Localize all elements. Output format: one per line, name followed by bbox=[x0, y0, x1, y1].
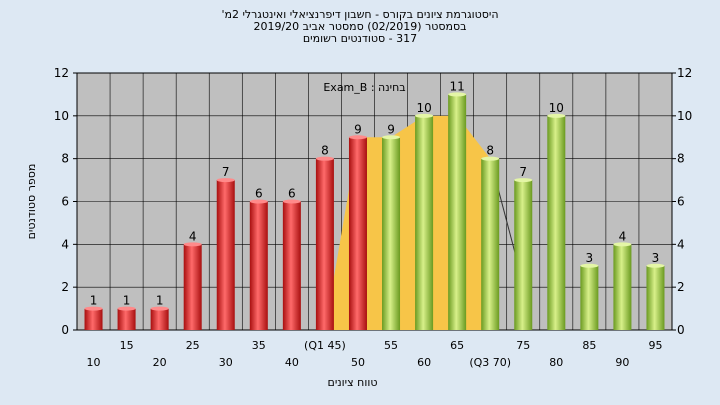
bar bbox=[216, 180, 235, 330]
x-tick-label: 20 bbox=[153, 356, 167, 369]
bar bbox=[382, 137, 401, 330]
title-line-2: בסמסטר (02/2019) סמסטר אביב 2019/20 bbox=[253, 20, 467, 33]
bar-value-label: 9 bbox=[354, 122, 362, 136]
bar bbox=[84, 308, 103, 330]
bar-top bbox=[580, 263, 599, 268]
x-tick-label: 80 bbox=[549, 356, 563, 369]
bar-value-label: 1 bbox=[123, 294, 131, 308]
y-axis-title: מספר סטודנטים bbox=[25, 164, 38, 240]
bar bbox=[183, 244, 202, 330]
bar-top bbox=[415, 113, 434, 118]
x-tick-label: 75 bbox=[516, 339, 530, 352]
y-tick-label-right: 12 bbox=[677, 66, 692, 80]
x-tick-label: 50 bbox=[351, 356, 365, 369]
x-tick-label: 90 bbox=[615, 356, 629, 369]
y-tick-label-left: 4 bbox=[61, 237, 69, 251]
bar bbox=[150, 308, 169, 330]
bar-value-label: 10 bbox=[416, 101, 431, 115]
bar bbox=[315, 158, 334, 330]
y-tick-label-right: 10 bbox=[677, 109, 692, 123]
y-tick-label-left: 12 bbox=[54, 66, 69, 80]
x-tick-label: 60 bbox=[417, 356, 431, 369]
y-tick-label-right: 4 bbox=[677, 237, 685, 251]
bar bbox=[547, 115, 566, 330]
bar-top bbox=[315, 156, 334, 161]
bar bbox=[646, 265, 665, 330]
bar-top bbox=[117, 306, 136, 311]
y-tick-label-right: 6 bbox=[677, 195, 685, 209]
x-tick-label: 40 bbox=[285, 356, 299, 369]
bar bbox=[282, 201, 301, 330]
bar-top bbox=[514, 178, 533, 183]
bar-value-label: 8 bbox=[321, 144, 329, 158]
bar-value-label: 6 bbox=[255, 187, 263, 201]
y-tick-label-left: 0 bbox=[61, 323, 69, 337]
bar-value-label: 4 bbox=[619, 229, 627, 243]
x-tick-label: 10 bbox=[87, 356, 101, 369]
x-tick-label: 15 bbox=[120, 339, 134, 352]
bar-value-label: 3 bbox=[652, 251, 660, 265]
x-tick-label: 35 bbox=[252, 339, 266, 352]
bar-value-label: 7 bbox=[519, 165, 527, 179]
bar-top bbox=[84, 306, 103, 311]
x-tick-label: 95 bbox=[648, 339, 662, 352]
bar bbox=[249, 201, 268, 330]
x-tick-label: 85 bbox=[582, 339, 596, 352]
y-tick-label-right: 0 bbox=[677, 323, 685, 337]
bar-top bbox=[448, 92, 467, 97]
y-tick-label-right: 2 bbox=[677, 280, 685, 294]
bar-value-label: 4 bbox=[189, 229, 197, 243]
bar-value-label: 9 bbox=[387, 122, 395, 136]
x-tick-label: (Q1 45) bbox=[304, 339, 346, 352]
bar bbox=[348, 137, 367, 330]
title-line-3: 317 - סטודנטים רשומים bbox=[302, 32, 418, 45]
bar bbox=[117, 308, 136, 330]
bar-top bbox=[249, 199, 268, 204]
x-tick-label: 25 bbox=[186, 339, 200, 352]
bar-top bbox=[183, 242, 202, 247]
bar bbox=[481, 158, 500, 330]
exam-label: בחינה : Exam_B bbox=[323, 81, 405, 94]
bar bbox=[580, 265, 599, 330]
bar-value-label: 6 bbox=[288, 187, 296, 201]
bar-value-label: 10 bbox=[549, 101, 564, 115]
bar-value-label: 1 bbox=[156, 294, 164, 308]
bar-top bbox=[150, 306, 169, 311]
chart-title: היסטוגרמת ציונים בקורס - חשבון דיפרנציאל… bbox=[0, 9, 720, 45]
bar bbox=[613, 244, 632, 330]
bar-top bbox=[282, 199, 301, 204]
bar-top bbox=[646, 263, 665, 268]
bar-value-label: 8 bbox=[486, 144, 494, 158]
bar-value-label: 7 bbox=[222, 165, 230, 179]
x-tick-label: 30 bbox=[219, 356, 233, 369]
bar-value-label: 3 bbox=[586, 251, 594, 265]
x-tick-label: 55 bbox=[384, 339, 398, 352]
bar bbox=[448, 94, 467, 331]
bar-top bbox=[547, 113, 566, 118]
bar bbox=[514, 180, 533, 330]
y-tick-label-left: 6 bbox=[61, 195, 69, 209]
bar-top bbox=[382, 135, 401, 140]
y-tick-label-left: 2 bbox=[61, 280, 69, 294]
bar-top bbox=[348, 135, 367, 140]
bar-top bbox=[613, 242, 632, 247]
y-tick-label-right: 8 bbox=[677, 152, 685, 166]
title-line-1: היסטוגרמת ציונים בקורס - חשבון דיפרנציאל… bbox=[221, 8, 499, 21]
y-tick-label-left: 8 bbox=[61, 152, 69, 166]
bar-top bbox=[216, 178, 235, 183]
x-axis-title: טווח ציונים bbox=[328, 376, 378, 389]
x-tick-label: 65 bbox=[450, 339, 464, 352]
bar-value-label: 11 bbox=[449, 79, 464, 93]
bar bbox=[415, 115, 434, 330]
x-tick-label: (Q3 70) bbox=[469, 356, 511, 369]
y-tick-label-left: 10 bbox=[54, 109, 69, 123]
bar-value-label: 1 bbox=[90, 294, 98, 308]
bar-top bbox=[481, 156, 500, 161]
